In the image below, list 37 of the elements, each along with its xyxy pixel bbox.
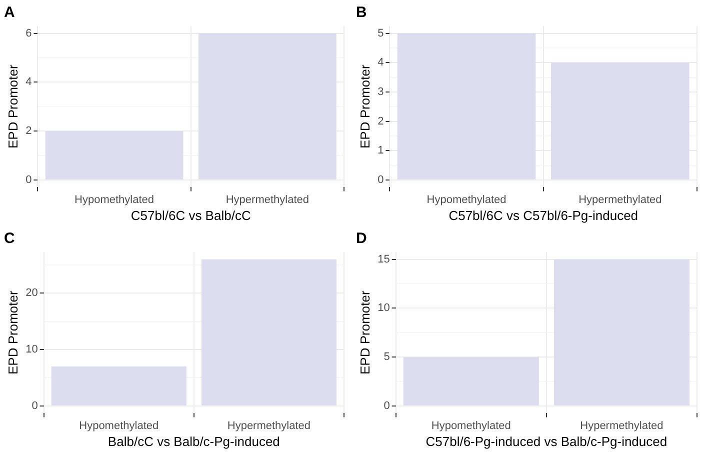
x-axis-title: C57bl/6C vs Balb/cC [130,208,251,223]
x-tick-label: Hypomethylated [431,420,511,432]
x-tick-label: Hypermethylated [226,194,310,206]
y-tick-label: 6 [26,27,32,40]
x-tick-label: Hypermethylated [580,420,664,432]
x-axis-title: C57bl/6C vs C57bl/6-Pg-induced [448,208,638,223]
y-tick-label: 10 [378,302,390,314]
y-tick-label: 10 [26,344,38,356]
y-axis-title: EPD Promoter [357,290,372,375]
y-tick-label: 1 [378,144,384,157]
y-tick-label: 0 [384,400,390,412]
y-tick-label: 20 [26,287,38,300]
y-axis-title: EPD Promoter [5,290,20,375]
y-tick-label: 0 [378,174,384,186]
y-tick-label: 0 [26,174,32,186]
y-axis-title: EPD Promoter [357,64,372,149]
x-tick-label: Hypomethylated [74,194,154,206]
x-axis-title: C57bl/6-Pg-induced vs Balb/c-Pg-induced [426,434,668,449]
y-tick-label: 5 [384,351,390,364]
x-axis-title: Balb/cC vs Balb/c-Pg-induced [108,434,280,449]
chart-title: D [356,230,367,248]
x-tick-label: Hypermethylated [578,194,662,206]
y-tick-label: 2 [378,115,384,128]
x-tick-label: Hypomethylated [426,194,506,206]
y-tick-label: 15 [378,253,390,266]
x-tick-label: Hypermethylated [227,420,311,432]
chart-title: B [356,4,367,22]
chart-title: A [4,4,15,22]
y-tick-label: 2 [26,125,32,138]
y-tick-label: 3 [378,86,384,98]
y-tick-label: 5 [378,27,384,40]
x-tick-label: Hypomethylated [79,420,159,432]
chart-title: C [4,230,15,248]
y-tick-label: 4 [26,76,32,88]
y-tick-label: 4 [378,56,384,69]
y-tick-label: 0 [32,400,38,412]
y-axis-title: EPD Promoter [5,64,20,149]
